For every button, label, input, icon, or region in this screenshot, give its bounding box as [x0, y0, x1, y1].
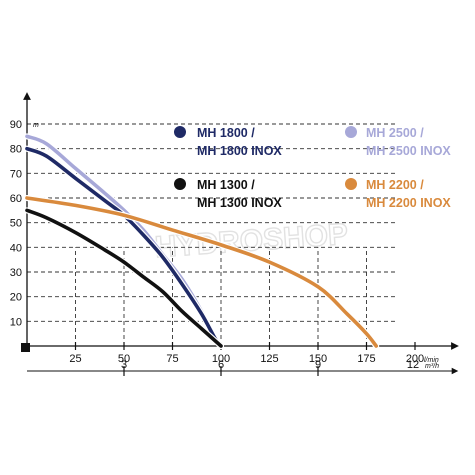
series-group	[24, 133, 380, 349]
secondary-tick-label-3: 3	[121, 359, 127, 371]
series-mh2200-line	[25, 196, 378, 348]
y-tick-label-60: 60	[10, 193, 22, 205]
legend-label-mh1300-line1: MH 1300 /	[197, 178, 255, 192]
x-tick-label-150: 150	[309, 353, 327, 365]
legend-label-mh2200-line1: MH 2200 /	[366, 178, 424, 192]
legend-label-mh2500-line1: MH 2500 /	[366, 126, 424, 140]
y-tick-label-10: 10	[10, 316, 22, 328]
origin-marker	[21, 343, 30, 352]
x-tick-label-25: 25	[69, 353, 81, 365]
x-tick-label-100: 100	[212, 353, 230, 365]
legend-label-mh2500-line2: MH 2500 INOX	[366, 144, 451, 158]
x-tick-label-175: 175	[357, 353, 375, 365]
y-tick-label-40: 40	[10, 242, 22, 254]
legend-item-mh1300: MH 1300 / MH 1300 INOX	[174, 178, 282, 210]
legend-dot-mh1800	[174, 126, 186, 138]
x-tick-label-200: 200	[406, 353, 424, 365]
x-tick-label-125: 125	[260, 353, 278, 365]
y-tick-label-80: 80	[10, 144, 22, 156]
x-tick-label-50: 50	[118, 353, 130, 365]
legend-label-mh1800-line2: MH 1800 INOX	[197, 144, 282, 158]
legend-item-mh2500: MH 2500 / MH 2500 INOX	[345, 126, 451, 158]
y-tick-label-90: 90	[10, 119, 22, 131]
legend-item-mh2200: MH 2200 / MH 2200 INOX	[345, 178, 451, 210]
legend-label-mh2200-line2: MH 2200 INOX	[366, 196, 451, 210]
x-tick-label-75: 75	[166, 353, 178, 365]
legend-item-mh1800: MH 1800 / MH 1800 INOX	[174, 126, 282, 158]
legend-dot-mh2200	[345, 178, 357, 190]
legend-label-mh1800-line1: MH 1800 /	[197, 126, 255, 140]
x-axis-unit: l/min	[424, 357, 439, 364]
legend-dot-mh2500	[345, 126, 357, 138]
secondary-axis-unit: m³/h	[425, 363, 439, 370]
series-mh1800-line	[25, 146, 223, 348]
legend-label-mh1300-line2: MH 1300 INOX	[197, 196, 282, 210]
series-mh1300-line	[25, 208, 223, 348]
legend-dot-mh1300	[174, 178, 186, 190]
secondary-tick-label-12: 12	[407, 359, 419, 371]
y-tick-label-50: 50	[10, 218, 22, 230]
secondary-tick-label-9: 9	[315, 359, 321, 371]
y-tick-label-70: 70	[10, 168, 22, 180]
grid	[27, 123, 398, 346]
y-tick-label-30: 30	[10, 267, 22, 279]
secondary-tick-label-6: 6	[218, 359, 224, 371]
y-tick-label-20: 20	[10, 292, 22, 304]
legend: MH 1800 / MH 1800 INOX MH 2500 / MH 2500…	[174, 126, 451, 210]
y-axis-unit: m	[33, 122, 39, 129]
